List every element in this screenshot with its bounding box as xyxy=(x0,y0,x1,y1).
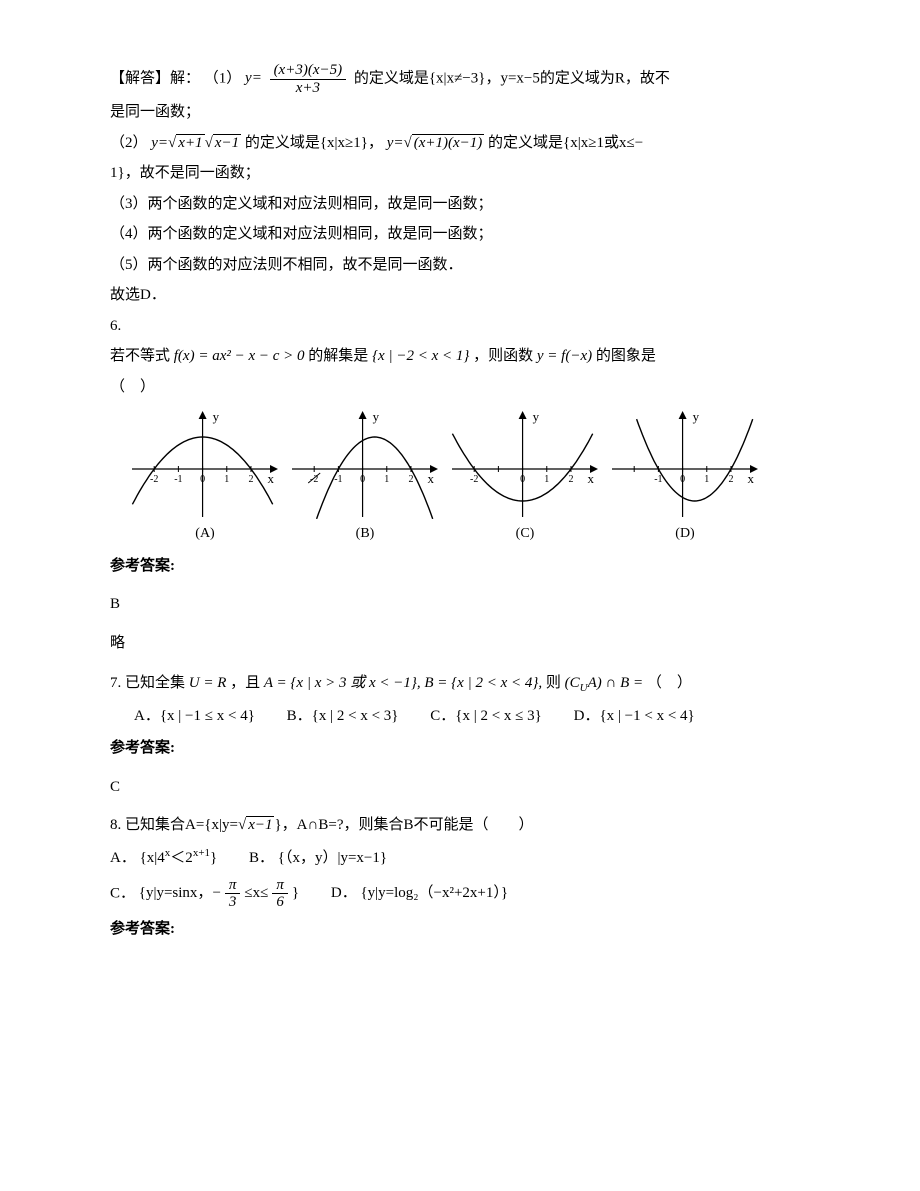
q8-optD-label: D． xyxy=(331,885,357,901)
q8-options-row2: C． {y|y=sinx，−π3≤x≤π6} D． {y|y=log₂（−x²+… xyxy=(110,877,810,911)
q6-stem-b: 的解集是 xyxy=(308,348,368,364)
q8-optB: {（x，y）|y=x−1} xyxy=(278,850,387,866)
q7-paren: （ ） xyxy=(647,675,692,691)
sol5-i1-post: 的定义域是{x|x≠−3}，y=x−5的定义域为R，故不 xyxy=(354,70,670,86)
q7-optD: {x | −1 < x < 4} xyxy=(599,708,694,724)
q6-graph-B: xy-2-1012(B) xyxy=(290,409,440,548)
q7-optA: {x | −1 ≤ x < 4} xyxy=(160,708,255,724)
q7-stem: 7. 已知全集 U = R ，且 A = {x | x > 3 或 x < −1… xyxy=(110,669,810,698)
sol5-eq2a: y=x+1x−1 xyxy=(151,134,245,151)
svg-text:0: 0 xyxy=(680,474,685,485)
sol5-i2-pre: （2） xyxy=(110,135,148,151)
svg-text:-2: -2 xyxy=(150,474,158,485)
svg-text:-1: -1 xyxy=(654,474,662,485)
q6-brief: 略 xyxy=(110,629,810,658)
q7-optC: {x | 2 < x ≤ 3} xyxy=(455,708,542,724)
q8-stem: 8. 已知集合A={x|y= x−1}，A∩B=?，则集合B不可能是（ ） xyxy=(110,811,810,840)
q6-graph-A: xy-2-1012(A) xyxy=(130,409,280,548)
sol5-i2-l2: 1}，故不是同一函数； xyxy=(110,159,810,188)
q6-graph-D: xy-1012(D) xyxy=(610,409,760,548)
q7-U: U = R xyxy=(189,675,227,691)
q8-num: 8. xyxy=(110,817,121,833)
sol5-line1: 【解答】解： （1） y= (x+3)(x−5) x+3 的定义域是{x|x≠−… xyxy=(110,62,810,96)
q8-optC: {y|y=sinx，−π3≤x≤π6} xyxy=(139,885,299,901)
q6-paren: （ ） xyxy=(110,373,810,402)
q7-then: 则 xyxy=(546,675,561,691)
q6-set: {x | −2 < x < 1} xyxy=(372,348,469,364)
svg-text:x: x xyxy=(268,471,275,486)
q6-num: 6. xyxy=(110,312,810,341)
q7-optC-label: C． xyxy=(430,708,455,724)
svg-text:0: 0 xyxy=(360,474,365,485)
svg-text:2: 2 xyxy=(728,474,733,485)
sol5-eq2b: y=(x+1)(x−1) xyxy=(387,134,488,151)
q6-stem-c: ，则函数 xyxy=(473,348,533,364)
q6-graphs: xy-2-1012(A) xy-2-1012(B) xy-2012(C) xy-… xyxy=(130,409,810,548)
svg-text:0: 0 xyxy=(520,474,525,485)
svg-text:y: y xyxy=(533,409,540,424)
q8-optD: {y|y=log₂（−x²+2x+1）} xyxy=(360,885,508,901)
q8-sqrt: x−1 xyxy=(246,816,274,833)
q7-num: 7. xyxy=(110,675,121,691)
sol5-frac1: y= (x+3)(x−5) x+3 xyxy=(245,70,354,86)
svg-text:x: x xyxy=(588,471,595,486)
q7-options: A．{x | −1 ≤ x < 4} B．{x | 2 < x < 3} C．{… xyxy=(110,702,810,731)
q8-optA-label: A． xyxy=(110,850,136,866)
q8-optC-label: C． xyxy=(110,885,135,901)
q7-optA-label: A． xyxy=(134,708,160,724)
sol5-line2: （2） y=x+1x−1 的定义域是{x|x≥1}， y=(x+1)(x−1) … xyxy=(110,129,810,158)
q7-ans: C xyxy=(110,773,810,802)
q8-optB-label: B． xyxy=(249,850,274,866)
sol5-conc: 故选D． xyxy=(110,281,810,310)
q6-formula: f(x) = ax² − x − c > 0 xyxy=(174,348,305,364)
svg-text:y: y xyxy=(373,409,380,424)
q6-formula2: y = f(−x) xyxy=(537,348,592,364)
svg-text:-2: -2 xyxy=(470,474,478,485)
q8-stem-a: 已知集合A={x|y= xyxy=(125,817,238,833)
svg-text:y: y xyxy=(693,409,700,424)
q6-ans-label: 参考答案: xyxy=(110,552,810,581)
svg-text:1: 1 xyxy=(224,474,229,485)
svg-text:-1: -1 xyxy=(174,474,182,485)
svg-text:x: x xyxy=(748,471,755,486)
svg-text:y: y xyxy=(213,409,220,424)
sol5-i2-mid: 的定义域是{x|x≥1}， xyxy=(245,135,383,151)
sol5-label: 【解答】解： xyxy=(110,70,200,86)
q6-stem-d: 的图象是 xyxy=(596,348,656,364)
q7-expr: (CUA) ∩ B = xyxy=(565,675,643,691)
svg-text:1: 1 xyxy=(384,474,389,485)
q8-stem-b: }，A∩B=?，则集合B不可能是（ ） xyxy=(274,817,533,833)
sol5-i5: （5）两个函数的对应法则不相同，故不是同一函数． xyxy=(110,251,810,280)
q7-stem-b: ，且 xyxy=(230,675,260,691)
q6-stem-a: 若不等式 xyxy=(110,348,170,364)
q6-stem-line1: 若不等式 f(x) = ax² − x − c > 0 的解集是 {x | −2… xyxy=(110,342,810,371)
sol5-i3: （3）两个函数的定义域和对应法则相同，故是同一函数； xyxy=(110,190,810,219)
svg-text:x: x xyxy=(428,471,435,486)
sol5-i1-l2: 是同一函数； xyxy=(110,98,810,127)
q8-optA: {x|4x＜2x+1} xyxy=(140,850,218,866)
svg-text:2: 2 xyxy=(248,474,253,485)
svg-text:1: 1 xyxy=(704,474,709,485)
svg-text:1: 1 xyxy=(544,474,549,485)
svg-text:0: 0 xyxy=(200,474,205,485)
sol5-i2-post: 的定义域是{x|x≥1或x≤− xyxy=(488,135,643,151)
svg-text:2: 2 xyxy=(408,474,413,485)
q6-ans: B xyxy=(110,590,810,619)
q8-options-row1: A． {x|4x＜2x+1} B． {（x，y）|y=x−1} xyxy=(110,844,810,873)
q7-ans-label: 参考答案: xyxy=(110,734,810,763)
svg-text:2: 2 xyxy=(568,474,573,485)
q6-graph-C: xy-2012(C) xyxy=(450,409,600,548)
sol5-i1-pre: （1） xyxy=(204,70,242,86)
q7-optB: {x | 2 < x < 3} xyxy=(312,708,399,724)
sol5-i4: （4）两个函数的定义域和对应法则相同，故是同一函数； xyxy=(110,220,810,249)
q8-ans-label: 参考答案: xyxy=(110,915,810,944)
q7-A: A = {x | x > 3 或 x < −1}, B = {x | 2 < x… xyxy=(264,675,542,691)
q7-stem-a: 已知全集 xyxy=(125,675,185,691)
q7-optB-label: B． xyxy=(287,708,312,724)
q7-optD-label: D． xyxy=(574,708,600,724)
